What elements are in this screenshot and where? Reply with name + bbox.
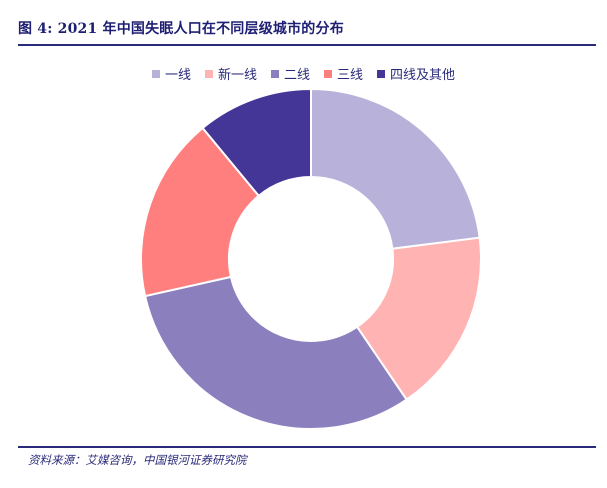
- legend-swatch: [377, 69, 386, 78]
- legend-item: 四线及其他: [377, 64, 455, 83]
- legend-swatch: [151, 69, 160, 78]
- donut-slice: [143, 275, 408, 430]
- legend-item: 二线: [270, 64, 310, 83]
- legend-swatch: [204, 69, 213, 78]
- figure-title: 图 4: 2021 年中国失眠人口在不同层级城市的分布: [18, 21, 344, 37]
- legend-label: 新一线: [217, 68, 257, 83]
- legend-label: 一线: [164, 68, 191, 83]
- source-note: 资料来源：艾媒咨询，中国银河证券研究院: [28, 453, 247, 467]
- legend-swatch: [270, 69, 279, 78]
- legend-item: 三线: [324, 64, 363, 83]
- legend-swatch: [324, 69, 332, 78]
- legend: 一线 新一线 二线 三线 四线及其他: [0, 64, 607, 83]
- title-rule: [18, 44, 596, 46]
- bottom-rule: [18, 446, 596, 448]
- donut-slice: [355, 236, 482, 401]
- legend-item: 一线: [151, 64, 191, 83]
- legend-item: 新一线: [204, 64, 257, 83]
- donut-slice: [201, 87, 312, 198]
- legend-label: 二线: [283, 68, 310, 83]
- donut-slice: [310, 87, 481, 250]
- legend-label: 三线: [337, 68, 364, 83]
- legend-label: 四线及其他: [390, 68, 456, 83]
- donut-slice: [140, 126, 261, 298]
